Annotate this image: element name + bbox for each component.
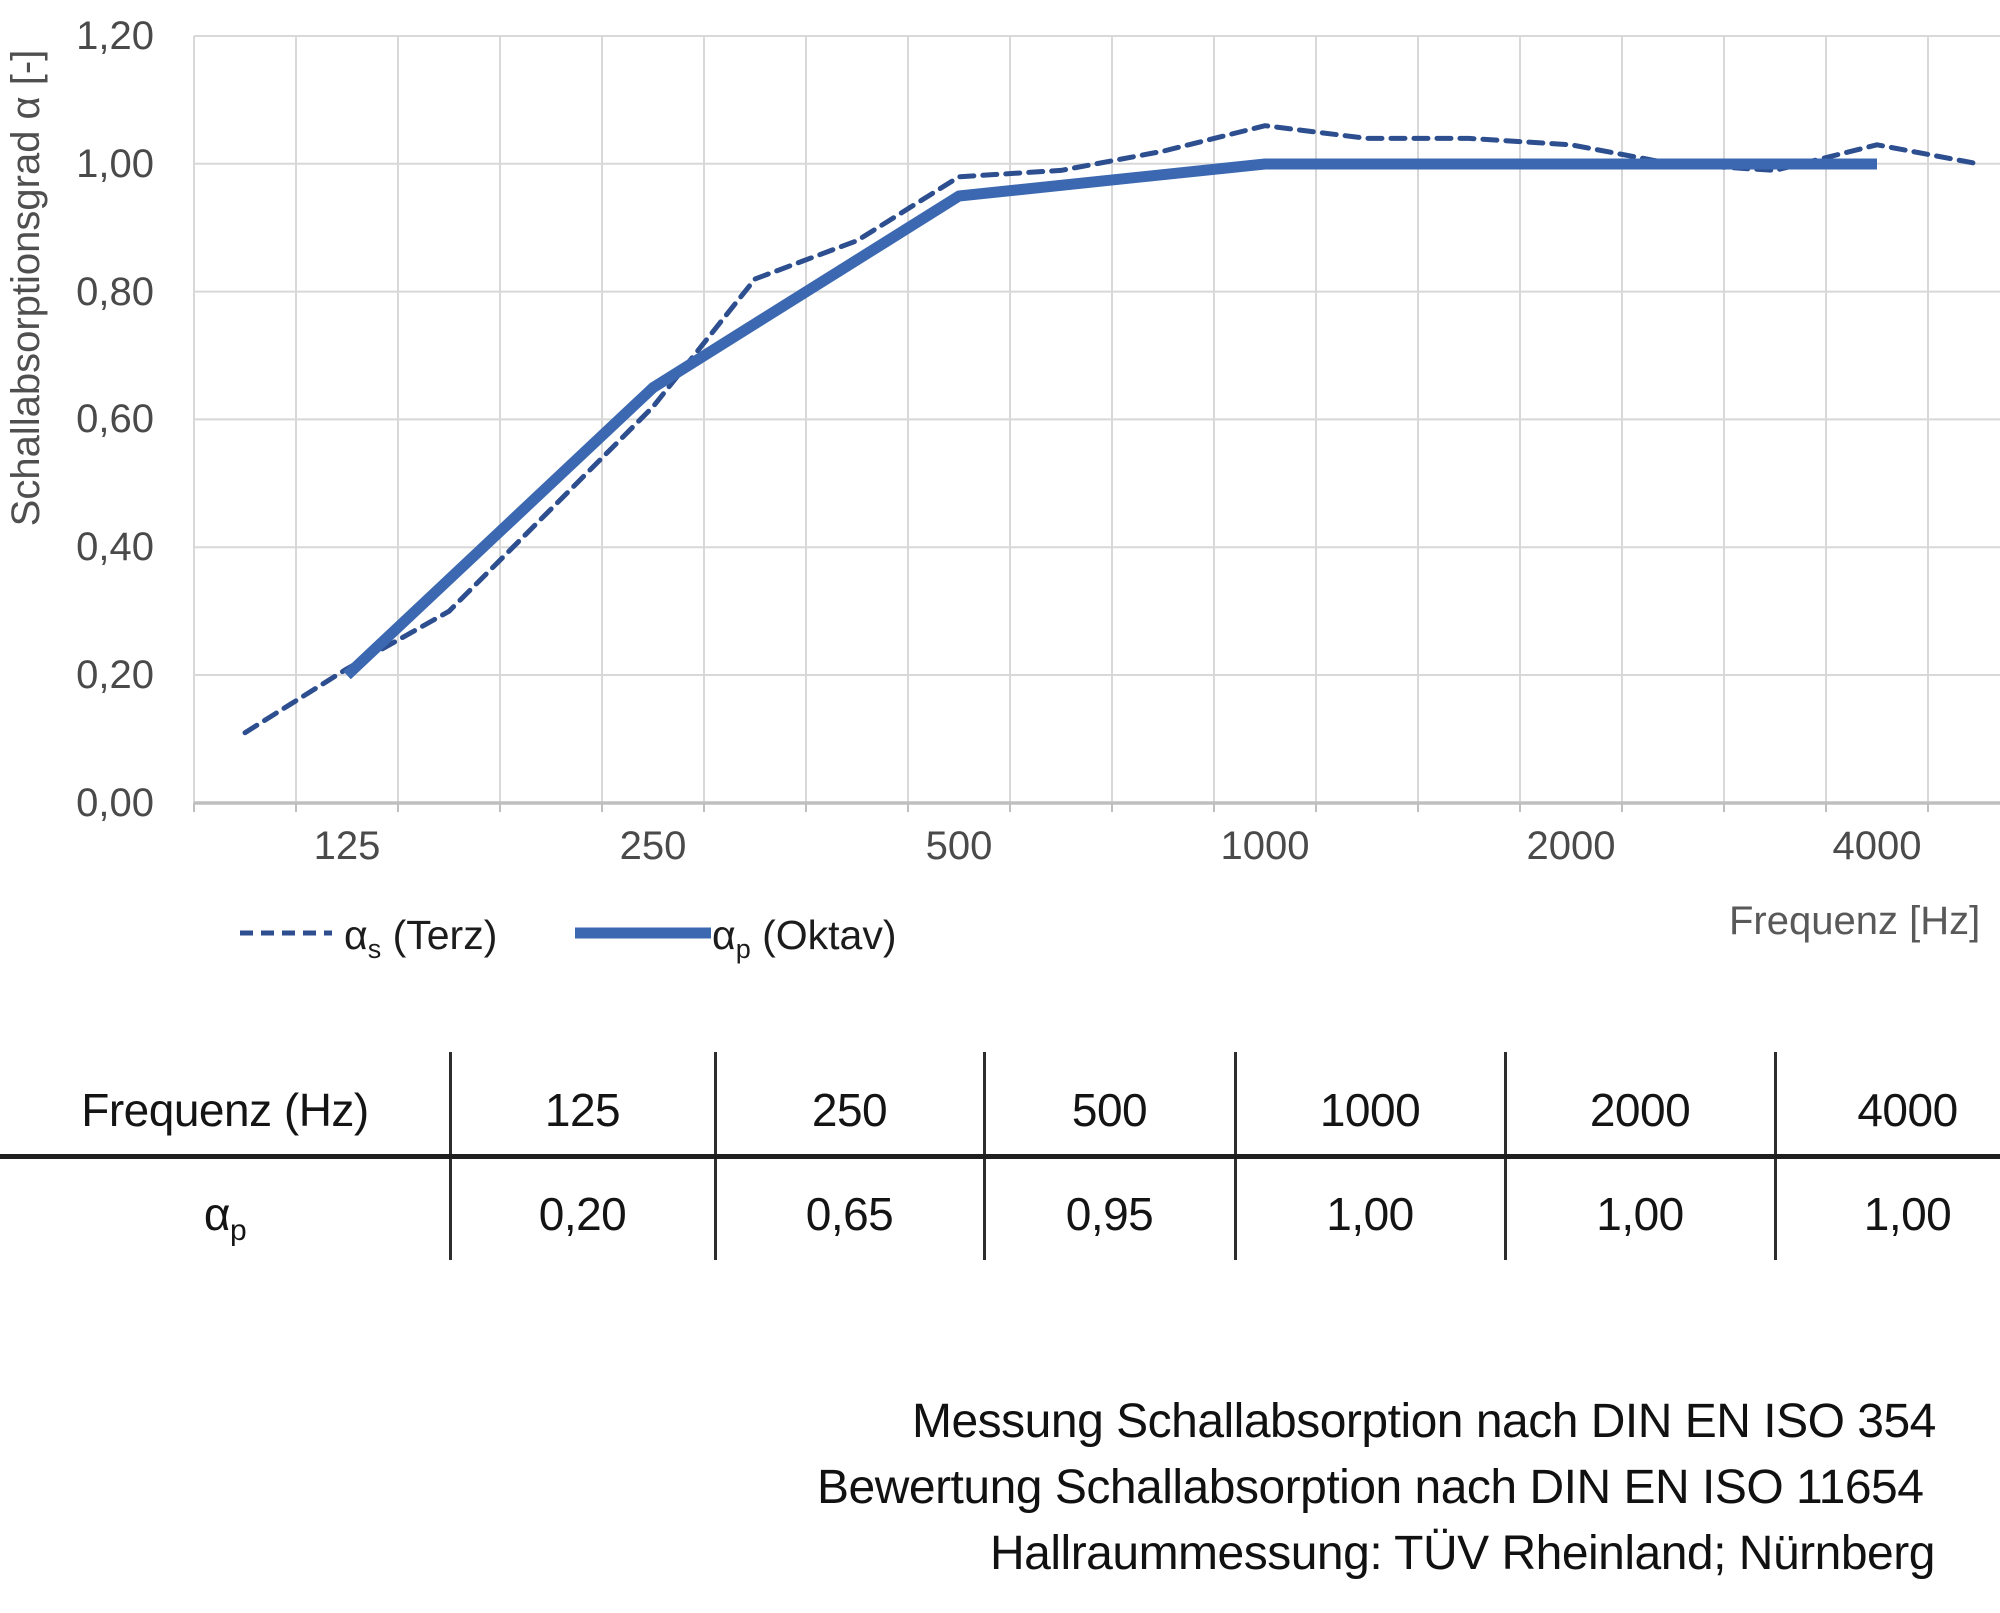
- table-value-cell: 0,65: [805, 1188, 894, 1240]
- table-header-frequency: Frequenz (Hz): [81, 1084, 369, 1136]
- table-row-label-alpha-p: αp: [203, 1188, 247, 1248]
- y-tick-label: 1,20: [76, 14, 154, 58]
- table-value-cell: 0,95: [1065, 1188, 1154, 1240]
- solid-line-legend-swatch: [575, 927, 711, 939]
- table-header-cell: 125: [544, 1084, 621, 1136]
- table-header-divider: [0, 1154, 2000, 1159]
- x-tick-label: 4000: [1832, 824, 1922, 868]
- x-tick-label: 250: [619, 824, 687, 868]
- y-tick-label: 1,00: [76, 142, 154, 186]
- legend-label-terz: αs (Terz): [344, 912, 498, 965]
- table-header-cell: 4000: [1857, 1084, 1958, 1136]
- footer-note-line: Hallraummessung: TÜV Rheinland; Nürnberg: [990, 1527, 1935, 1580]
- table-value-cell: 1,00: [1326, 1188, 1414, 1240]
- table-header-cell: 250: [811, 1084, 888, 1136]
- y-tick-label: 0,00: [76, 781, 154, 825]
- y-tick-label: 0,80: [76, 270, 154, 314]
- x-tick-label: 1000: [1220, 824, 1310, 868]
- table-value-cell: 1,00: [1863, 1188, 1952, 1240]
- table-header-cell: 500: [1071, 1084, 1148, 1136]
- footer-note-line: Bewertung Schallabsorption nach DIN EN I…: [817, 1461, 1924, 1514]
- x-tick-label: 2000: [1526, 824, 1616, 868]
- legend-label-oktav: αp (Oktav): [712, 912, 897, 965]
- table-value-cell: 1,00: [1596, 1188, 1684, 1240]
- x-tick-label: 125: [313, 824, 381, 868]
- x-tick-label: 500: [925, 824, 993, 868]
- series-oktav-solid: [343, 158, 1877, 680]
- y-tick-label: 0,20: [76, 653, 154, 697]
- table-header-cell: 1000: [1319, 1084, 1421, 1136]
- dashed-line-legend-swatch: [240, 930, 332, 936]
- footer-note-line: Messung Schallabsorption nach DIN EN ISO…: [912, 1395, 1936, 1448]
- x-axis-title: Frequenz [Hz]: [1729, 899, 1981, 943]
- y-tick-label: 0,40: [76, 525, 154, 569]
- table-value-cell: 0,20: [538, 1188, 627, 1240]
- y-tick-label: 0,60: [76, 397, 154, 441]
- table-header-cell: 2000: [1589, 1084, 1691, 1136]
- absorption-line-chart: [193, 35, 2000, 812]
